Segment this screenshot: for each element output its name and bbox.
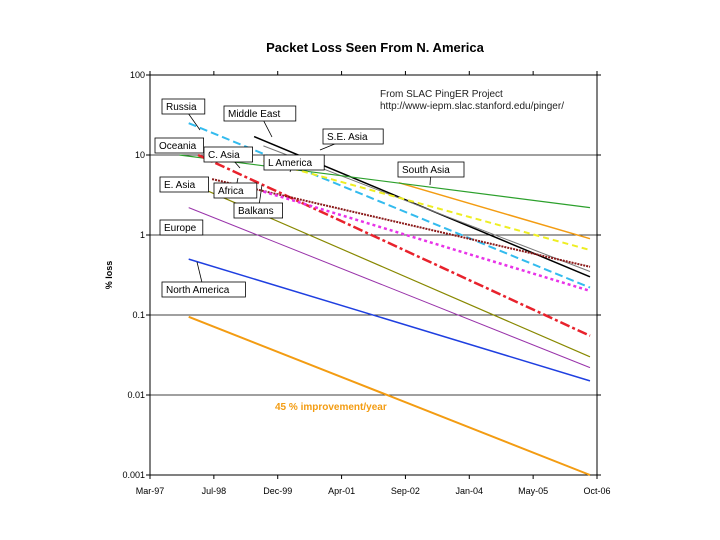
label-box — [161, 281, 246, 298]
x-tick-label: Apr-01 — [328, 486, 355, 496]
label-box — [233, 202, 283, 219]
series-line-russia — [188, 122, 591, 289]
y-tick-label: 0.01 — [127, 390, 145, 400]
series-label: North America — [166, 285, 230, 296]
label-box — [161, 98, 206, 115]
label-box — [223, 105, 297, 122]
y-axis-label: % loss — [104, 261, 114, 290]
series-label: Oceania — [159, 141, 197, 152]
series-label: Africa — [218, 186, 244, 197]
label-box — [322, 128, 384, 145]
x-tick-label: Dec-99 — [263, 486, 292, 496]
y-tick-label: 100 — [130, 70, 145, 80]
series-line-balkans — [263, 190, 591, 293]
y-tick-label: 1 — [140, 230, 145, 240]
label-box — [203, 146, 253, 163]
credit-line-2: http://www-iepm.slac.stanford.edu/pinger… — [380, 101, 564, 112]
series-label: Europe — [164, 223, 197, 234]
x-tick-label: Oct-06 — [583, 486, 610, 496]
series-line-oceania — [179, 154, 591, 209]
y-tick-label: 0.001 — [122, 470, 145, 480]
series-line-l-america — [263, 159, 591, 251]
y-tick-label: 0.1 — [132, 310, 145, 320]
y-tick-label: 10 — [135, 150, 145, 160]
series-label: Balkans — [238, 206, 274, 217]
x-tick-label: Mar-97 — [136, 486, 165, 496]
series-line-north-america — [188, 258, 591, 382]
chart-title: Packet Loss Seen From N. America — [266, 40, 484, 55]
x-tick-label: Jul-98 — [202, 486, 227, 496]
series-line-south-asia — [398, 181, 591, 240]
label-box — [263, 154, 325, 171]
series-label: C. Asia — [208, 150, 240, 161]
series-label: L America — [268, 158, 313, 169]
label-box — [154, 137, 204, 154]
series-label: South Asia — [402, 165, 450, 176]
x-tick-label: Sep-02 — [391, 486, 420, 496]
series-line-45-improvement-year — [188, 315, 591, 476]
label-box — [159, 219, 204, 236]
improvement-annotation: 45 % improvement/year — [275, 402, 387, 413]
credit-line-1: From SLAC PingER Project — [380, 89, 503, 100]
series-label: Middle East — [228, 109, 280, 120]
axis-ticks: 100 10 1 0.1 0.01 0.001 Mar-97 Jul-98 Dec-99 Apr-… — [122, 70, 610, 496]
x-tick-label: Jan-04 — [456, 486, 484, 496]
label-box — [213, 182, 258, 199]
series-line-c-asia — [197, 153, 591, 337]
x-tick-label: May-05 — [518, 486, 548, 496]
series-label: E. Asia — [164, 180, 196, 191]
series-label: Russia — [166, 102, 197, 113]
label-box — [397, 161, 465, 178]
label-box — [159, 176, 209, 193]
plot-frame — [149, 74, 598, 476]
series-line-africa — [211, 178, 591, 268]
series-line-europe — [188, 207, 591, 369]
series-label: S.E. Asia — [327, 132, 368, 143]
series-labels: Russia Middle East S.E. Asia South Asia Ocea… — [154, 98, 465, 298]
series-lines — [179, 122, 591, 476]
